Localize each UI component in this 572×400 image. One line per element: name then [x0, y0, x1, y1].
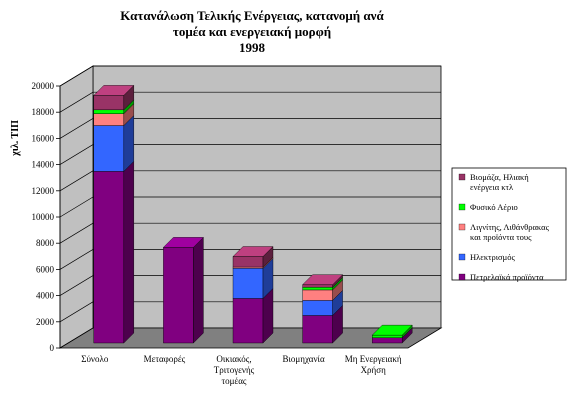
gridline [59, 118, 94, 139]
bar-segment-side [193, 236, 204, 344]
y-tick-label: 20000 [32, 81, 55, 91]
y-axis: 0 2000 4000 6000 8000 10000 12000 14000 16000 180… [10, 81, 61, 353]
chart-title-line: 1998 [239, 40, 266, 55]
legend-swatch [458, 223, 466, 231]
gridline [59, 170, 94, 192]
x-category-label: τομέας [221, 376, 246, 386]
y-axis-label: χιλ. ΤΙΠ [10, 120, 21, 157]
gridline [59, 91, 94, 113]
legend-swatch [458, 273, 466, 281]
legend-swatch [458, 253, 466, 261]
bar-segment [302, 300, 333, 316]
bar-segment [232, 256, 264, 268]
bar-top [232, 246, 274, 257]
y-tick-label: 18000 [32, 107, 55, 117]
bar-top [93, 85, 135, 96]
legend-label: Ηλεκτρισμός [470, 252, 515, 262]
legend-label: και προϊόντα τους [470, 232, 532, 242]
bar-stack [232, 246, 274, 344]
legend-label: Φυσικό Αέριο [470, 202, 518, 212]
bar-segment [232, 298, 264, 344]
bar-segment [232, 268, 264, 299]
bar-segment [93, 171, 125, 344]
bar-stack [93, 84, 135, 344]
bar-segment [93, 113, 125, 126]
gridline [59, 222, 94, 244]
chart-title: Κατανάλωση Τελικής Ενέργειας, κατανομή α… [120, 8, 384, 55]
x-category-label: Μη Ενεργειακή [345, 354, 402, 364]
x-category-label: Σύνολο [81, 354, 109, 364]
bar-segment [93, 125, 125, 172]
y-tick-label: 6000 [36, 264, 55, 274]
y-tick-label: 12000 [32, 186, 55, 196]
legend-box [451, 167, 567, 281]
y-tick-label: 2000 [36, 317, 55, 327]
y-tick-label: 10000 [32, 212, 55, 222]
gridline [59, 275, 94, 296]
bars [93, 84, 413, 344]
x-category-label: Χρήση [361, 365, 387, 375]
bar-segment [163, 247, 194, 344]
bar-top [371, 324, 413, 336]
x-category-label: Μεταφορές [144, 354, 186, 364]
y-tick-label: 4000 [36, 291, 55, 301]
y-tick-label: 14000 [32, 160, 55, 170]
y-tick-label: 16000 [32, 133, 55, 143]
legend-label: Λιγνίτης, Λιθάνθρακας [470, 222, 550, 232]
bar-segment [372, 337, 403, 344]
gridline [59, 65, 94, 87]
gridline [59, 301, 94, 323]
bar-segment [302, 289, 333, 301]
x-category-label: Βιομηχανία [283, 354, 325, 364]
y-tick-label: 8000 [36, 238, 55, 248]
gridline [59, 249, 94, 270]
legend-label: Πετρελαϊκά προϊόντα [470, 272, 544, 282]
bar-stack [371, 324, 413, 344]
bar-top [162, 237, 204, 248]
bar-segment [302, 284, 333, 288]
chart-title-line: Κατανάλωση Τελικής Ενέργειας, κατανομή α… [120, 8, 384, 23]
x-axis: Σύνολο Μεταφορές Οικιακός,Τριτογενήςτομέας… [81, 354, 402, 386]
bar-segment [302, 287, 333, 291]
gridline [59, 144, 94, 165]
x-category-label: Οικιακός, [216, 354, 251, 364]
bar-segment [93, 95, 125, 111]
bar-segment [302, 315, 333, 344]
chart-title-line: τομέα και ενεργειακή μορφή [173, 24, 331, 39]
bar-segment [93, 109, 125, 114]
bar-segment-side [123, 160, 135, 344]
x-category-label: Τριτογενής [214, 365, 255, 375]
bar-segment [372, 334, 403, 338]
legend-label: Βιομάζα, Ηλιακή [470, 172, 529, 182]
legend-swatch [458, 173, 466, 181]
gridline [59, 196, 94, 218]
bar-stack [162, 236, 204, 344]
legend-swatch [458, 203, 466, 211]
y-tick-label: 0 [50, 343, 55, 353]
legend-label: ενέργεια κτλ [470, 182, 514, 192]
bar-stack [302, 274, 344, 344]
bar-top [302, 274, 344, 285]
